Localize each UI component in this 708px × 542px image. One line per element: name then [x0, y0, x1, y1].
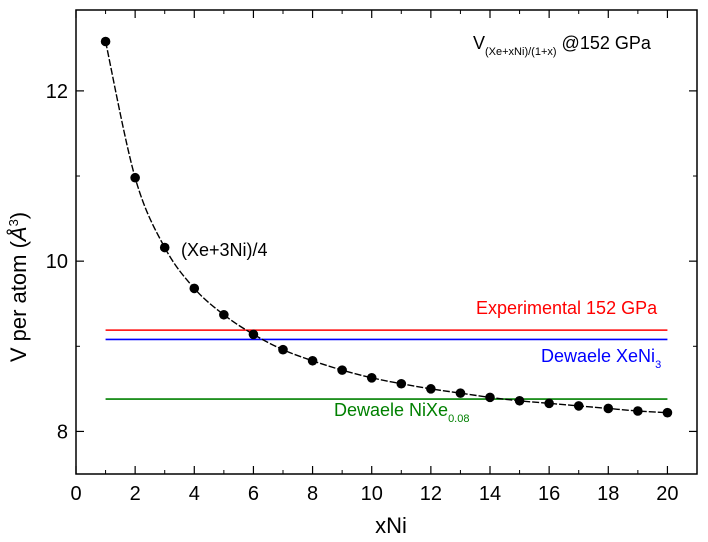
dewaele-nixe-label-subscript: 0.08 [448, 413, 469, 425]
x-tick-label: 4 [189, 483, 200, 505]
data-point [219, 309, 229, 320]
y-tick-label: 12 [46, 81, 68, 103]
x-tick-label: 16 [538, 483, 560, 505]
x-tick-labels: 0 2 4 6 8 10 12 14 16 18 20 [70, 483, 678, 505]
y-axis-title-main: V per atom ( [6, 240, 31, 362]
data-point [544, 398, 554, 409]
dewaele-xeni3-label-subscript: 3 [655, 359, 661, 371]
data-point [514, 395, 525, 406]
point-annotation: (Xe+3Ni)/4 [181, 240, 268, 260]
x-tick-label: 0 [70, 483, 81, 505]
data-point [455, 388, 466, 398]
plot-border [75, 9, 698, 475]
series-line [104, 41, 668, 414]
experimental-label-text: Experimental 152 GPa [476, 298, 658, 318]
data-point [366, 372, 377, 383]
data-point [189, 283, 200, 294]
data-point [337, 365, 347, 375]
corner-annotation-subscript: (Xe+xNi)/(1+x) [485, 46, 557, 58]
axis-ticks [75, 10, 697, 474]
data-point [307, 355, 318, 366]
dewaele-nixe-label-text: Dewaele NiXe [334, 400, 448, 420]
plot-frame [75, 9, 698, 475]
y-tick-label: 8 [57, 421, 68, 443]
data-point [485, 392, 495, 403]
data-point [573, 401, 584, 411]
y-tick-labels: 8 10 12 [46, 81, 68, 444]
y-axis-title-unit: Å [6, 226, 31, 243]
data-point [396, 378, 407, 389]
x-tick-label: 20 [656, 483, 678, 505]
x-tick-label: 18 [597, 483, 619, 505]
corner-annotation-suffix: @152 GPa [557, 33, 652, 53]
x-tick-label: 10 [361, 483, 383, 505]
data-point [603, 403, 614, 414]
y-axis-title: V per atom (Å3) [6, 212, 31, 362]
experimental-label: Experimental 152 GPa [476, 298, 658, 318]
data-point [278, 344, 288, 355]
x-tick-label: 8 [307, 483, 318, 505]
corner-annotation: V(Xe+xNi)/(1+x) @152 GPa [473, 33, 652, 58]
y-axis-title-close: ) [6, 212, 31, 219]
x-tick-label: 14 [479, 483, 501, 505]
x-tick-label: 12 [420, 483, 442, 505]
x-tick-label: 6 [248, 483, 259, 505]
series-layer [100, 36, 673, 418]
y-axis-title-superscript: 3 [6, 219, 21, 226]
dewaele-xeni3-label-text: Dewaele XeNi [541, 346, 655, 366]
data-point [130, 172, 140, 183]
x-axis-title: xNi [375, 513, 407, 538]
dewaele-nixe-label: Dewaele NiXe0.08 [334, 400, 469, 425]
data-point [426, 384, 436, 394]
y-tick-label: 10 [46, 251, 68, 273]
corner-annotation-prefix: V [473, 33, 485, 53]
data-point [159, 242, 170, 253]
x-tick-label: 2 [130, 483, 141, 505]
data-point [662, 407, 673, 418]
data-point [100, 36, 111, 47]
data-point [633, 406, 643, 416]
data-point [248, 329, 259, 340]
reference-lines [105, 329, 668, 400]
dewaele-xeni3-label: Dewaele XeNi3 [541, 346, 661, 371]
